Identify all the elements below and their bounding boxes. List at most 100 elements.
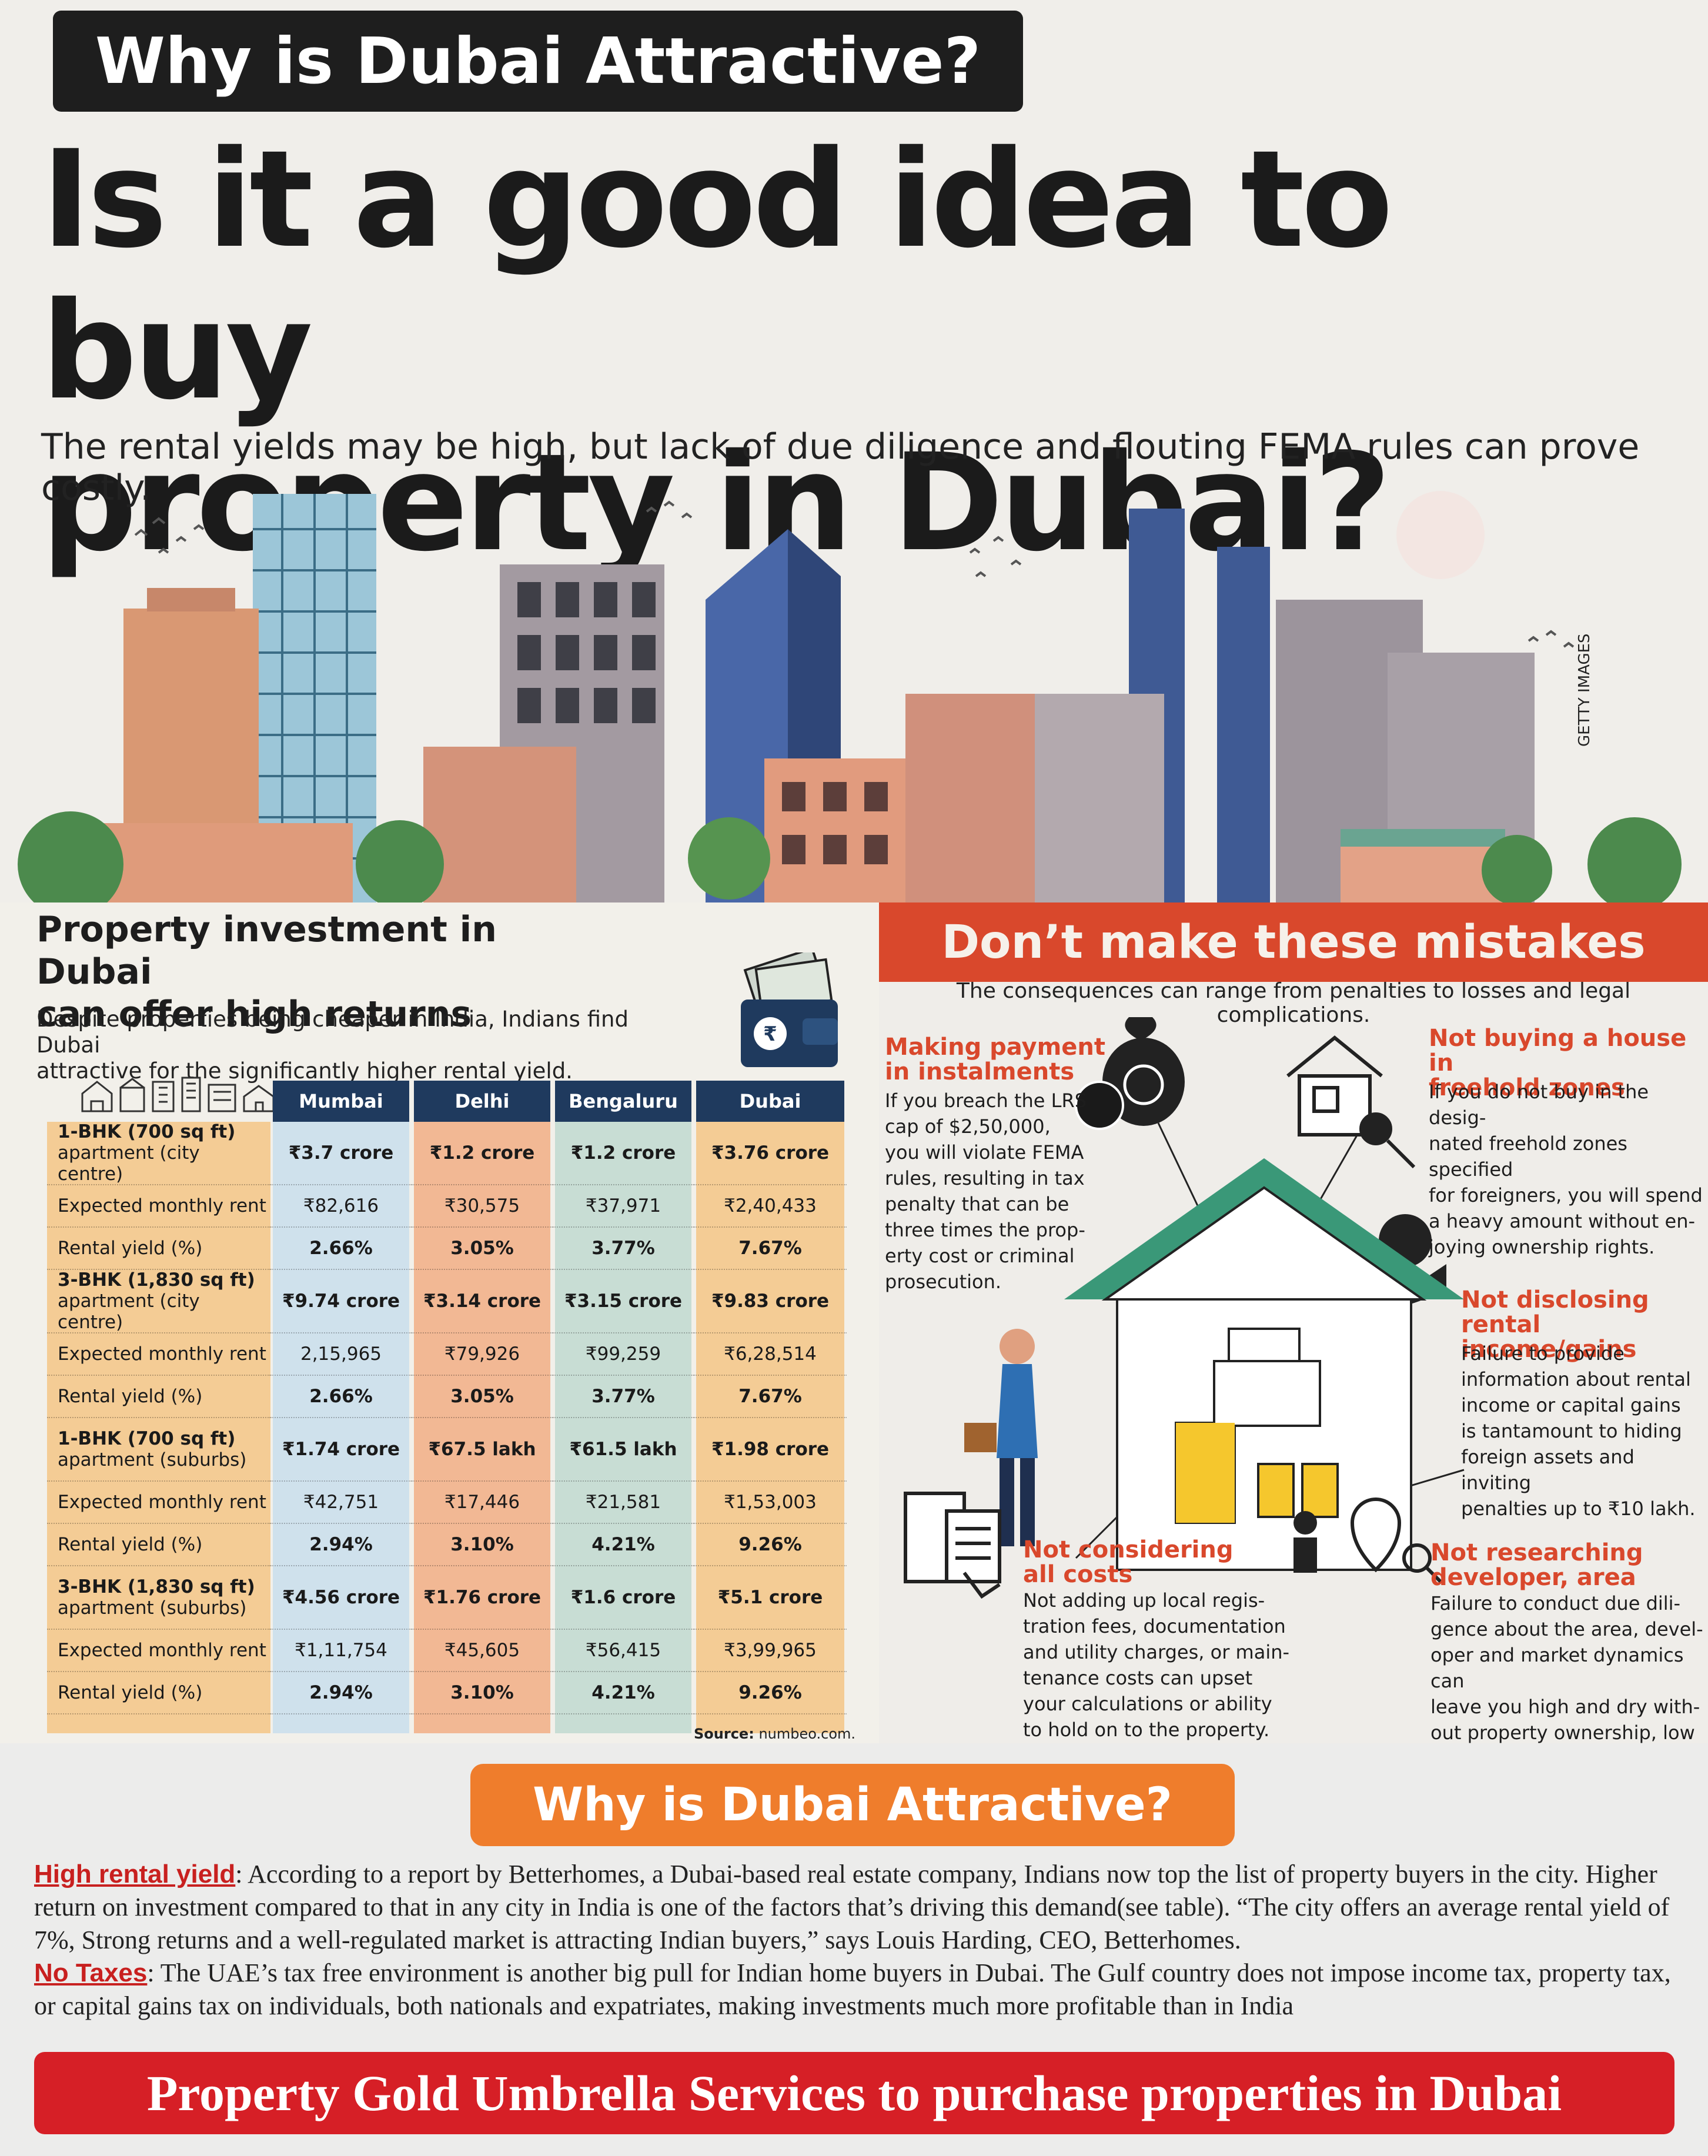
table-cell: ₹1.74 crore <box>270 1418 412 1482</box>
subheadline: The rental yields may be high, but lack … <box>41 426 1640 509</box>
mistake-line: for foreigners, you will spend <box>1429 1184 1703 1206</box>
apartment-location: apartment (city centre) <box>58 1291 200 1333</box>
table-cell: ₹1.6 crore <box>553 1566 694 1630</box>
row-label-yield: Rental yield (%) <box>47 1524 270 1566</box>
table-title-line-1: Property investment in Dubai <box>36 909 497 992</box>
table-source: Source: numbeo.com. <box>694 1726 855 1742</box>
mistake-line: your calculations or ability <box>1023 1693 1272 1715</box>
table-cell: 7.67% <box>694 1228 847 1270</box>
table-cell: ₹67.5 lakh <box>412 1418 553 1482</box>
mistakes-subtitle: The consequences can range from penaltie… <box>956 979 1631 1027</box>
mistake-line: prosecution. <box>885 1271 1002 1293</box>
table-cell: ₹79,926 <box>412 1333 553 1376</box>
table-cell: 3.10% <box>412 1672 553 1714</box>
house-illustration <box>904 1017 1465 1599</box>
no-taxes-key: No Taxes <box>34 1958 148 1987</box>
rental-yield-key: High rental yield <box>34 1860 236 1888</box>
table-cell: 2.66% <box>270 1228 412 1270</box>
table-cell: 2.66% <box>270 1376 412 1418</box>
table-cell: ₹2,40,433 <box>694 1185 847 1228</box>
mistake-line: If you do not buy in the desig- <box>1429 1081 1649 1129</box>
table-row: Expected monthly rent ₹82,616 ₹30,575 ₹37,9… <box>47 1185 847 1228</box>
column-band <box>555 1081 691 1733</box>
photo-credit: GETTY IMAGES <box>1576 633 1593 747</box>
top-badge: Why is Dubai Attractive? <box>53 11 1023 112</box>
table-cell: 3.77% <box>553 1228 694 1270</box>
table-cell: ₹4.56 crore <box>270 1566 412 1630</box>
table-cell: ₹99,259 <box>553 1333 694 1376</box>
table-cell: ₹56,415 <box>553 1630 694 1672</box>
mistake-line: gence about the area, devel- <box>1430 1618 1703 1640</box>
table-cell: 2,15,965 <box>270 1333 412 1376</box>
table-cell: 7.67% <box>694 1376 847 1418</box>
table-row: Expected monthly rent 2,15,965 ₹79,926 ₹99,… <box>47 1333 847 1376</box>
table-row: Expected monthly rent ₹1,11,754 ₹45,605 ₹56… <box>47 1630 847 1672</box>
table-row: Rental yield (%) 2.94% 3.10% 4.21% 9.26% <box>47 1672 847 1714</box>
table-row: Rental yield (%) 2.94% 3.10% 4.21% 9.26% <box>47 1524 847 1566</box>
mistake-line: is tantamount to hiding <box>1461 1420 1682 1442</box>
row-label-rent: Expected monthly rent <box>47 1482 270 1524</box>
column-band <box>47 1122 270 1733</box>
table-cell: 3.05% <box>412 1376 553 1418</box>
footer-banner: Property Gold Umbrella Services to purch… <box>34 2052 1674 2134</box>
table-cell: ₹1,11,754 <box>270 1630 412 1672</box>
no-taxes-text: : The UAE’s tax free environment is anot… <box>34 1958 1671 2020</box>
table-cell: 3.77% <box>553 1376 694 1418</box>
table-cell: ₹5.1 crore <box>694 1566 847 1630</box>
table-cell: ₹42,751 <box>270 1482 412 1524</box>
table-cell: ₹17,446 <box>412 1482 553 1524</box>
column-header-delhi: Delhi <box>414 1081 550 1122</box>
mistake-1-heading: Making payment in instalments <box>885 1034 1106 1085</box>
mistake-line: penalty that can be <box>885 1193 1069 1215</box>
table-cell: 3.10% <box>412 1524 553 1566</box>
mistake-4-body: Not adding up local regis-tration fees, … <box>1023 1587 1299 1743</box>
mistakes-title: Don’t make these mistakes <box>879 902 1708 982</box>
mistake-line: rules, resulting in tax <box>885 1167 1085 1189</box>
table-cell: ₹1.76 crore <box>412 1566 553 1630</box>
table-row: Rental yield (%) 2.66% 3.05% 3.77% 7.67% <box>47 1376 847 1418</box>
table-cell: 4.21% <box>553 1524 694 1566</box>
table-row: 1-BHK (700 sq ft) apartment (city centre)… <box>47 1121 847 1185</box>
rental-yield-paragraph: High rental yield: According to a report… <box>34 1858 1680 1957</box>
mistake-line: tenance costs can upset <box>1023 1667 1253 1689</box>
mistake-line: tration fees, documentation <box>1023 1615 1286 1637</box>
why-heading: Why is Dubai Attractive? <box>470 1764 1235 1846</box>
row-label-apartment: 1-BHK (700 sq ft) apartment (suburbs) <box>47 1418 270 1482</box>
table-cell: ₹3.7 crore <box>270 1122 412 1185</box>
mistake-line: information about rental <box>1461 1368 1691 1390</box>
calculator-icon <box>904 1492 1001 1599</box>
mistake-3-body: Failure to provide information about rent… <box>1461 1341 1702 1522</box>
table-row: 1-BHK (700 sq ft) apartment (suburbs) ₹1.7… <box>47 1418 847 1482</box>
mistake-line: three times the prop- <box>885 1219 1085 1241</box>
column-header-bengaluru: Bengaluru <box>555 1081 691 1122</box>
table-cell: ₹61.5 lakh <box>553 1418 694 1482</box>
table-cell: ₹3,99,965 <box>694 1630 847 1672</box>
money-bag-icon <box>1075 1017 1185 1130</box>
row-label-apartment: 3-BHK (1,830 sq ft) apartment (suburbs) <box>47 1566 270 1630</box>
city-skyline-illustration <box>18 491 1682 905</box>
mistake-3-heading: Not disclosing rental income/gains <box>1461 1286 1649 1363</box>
rental-yield-text: : According to a report by Betterhomes, … <box>34 1860 1670 1954</box>
source-value: numbeo.com. <box>758 1726 856 1742</box>
headline-line-1: Is it a good idea to buy <box>41 121 1393 429</box>
table-cell: ₹9.83 crore <box>694 1270 847 1333</box>
mistake-1-body: If you breach the LRS cap of $2,50,000, yo… <box>885 1088 1132 1295</box>
mistake-line: and utility charges, or main- <box>1023 1641 1290 1663</box>
row-label-yield: Rental yield (%) <box>47 1376 270 1418</box>
row-label-rent: Expected monthly rent <box>47 1630 270 1672</box>
mistake-line: Failure to conduct due dili- <box>1430 1592 1681 1615</box>
mistake-line: oper and market dynamics can <box>1430 1644 1684 1692</box>
table-cell: ₹6,28,514 <box>694 1333 847 1376</box>
table-description-line-1: Despite properties being cheaper in Indi… <box>36 1007 629 1058</box>
developer-location-icon <box>1293 1497 1442 1583</box>
mistake-line: penalties up to ₹10 lakh. <box>1461 1497 1696 1520</box>
table-cell: 4.21% <box>553 1672 694 1714</box>
mistake-5-heading: Not researching developer, area <box>1430 1539 1643 1591</box>
row-label-yield: Rental yield (%) <box>47 1672 270 1714</box>
table-cell: ₹3.15 crore <box>553 1270 694 1333</box>
thinking-man-icon <box>964 1329 1038 1546</box>
wallet-icon: ₹ <box>741 952 838 1067</box>
table-cell: ₹1.98 crore <box>694 1418 847 1482</box>
row-label-apartment: 3-BHK (1,830 sq ft) apartment (city centr… <box>47 1269 270 1333</box>
table-cell: ₹30,575 <box>412 1185 553 1228</box>
